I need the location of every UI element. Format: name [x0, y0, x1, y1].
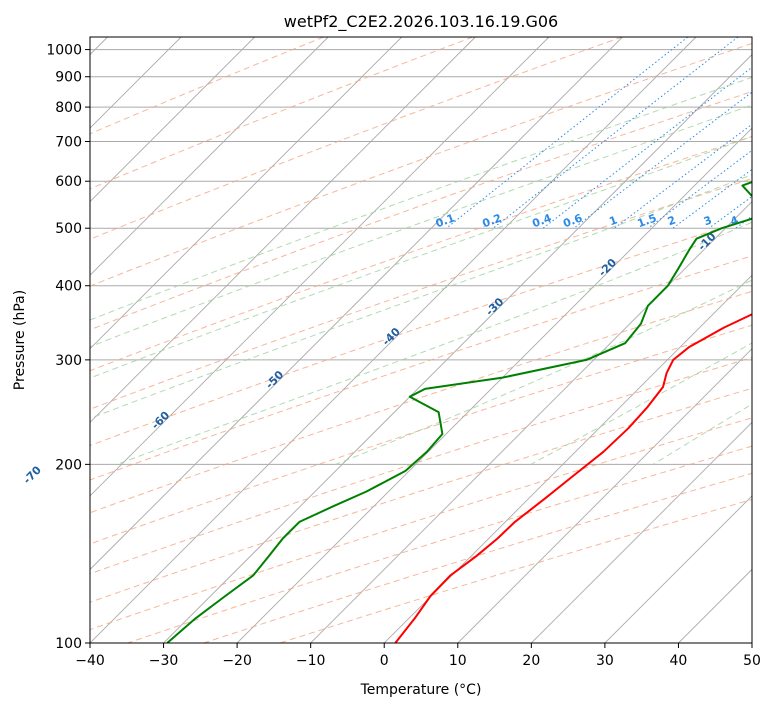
- x-tick-label: 50: [743, 653, 761, 669]
- y-tick-label: 900: [55, 70, 82, 86]
- x-tick-label: 40: [670, 653, 688, 669]
- y-tick-label: 100: [55, 636, 82, 652]
- dry-adiabat-line: [90, 178, 752, 410]
- isotherm-line: [90, 37, 476, 423]
- dry-adiabat-line: [90, 387, 752, 603]
- y-axis-ticks: 1000 900 800 700 600 500 400 300 200 100: [46, 43, 90, 652]
- y-tick-label: 800: [55, 100, 82, 116]
- moist-adiabat-line: [116, 221, 752, 465]
- isotherm-label: -20: [596, 256, 619, 279]
- y-tick-label: 700: [55, 134, 82, 150]
- mixing-ratio-label: 0.4: [531, 211, 554, 230]
- mixing-ratio-label: 0.1: [434, 211, 457, 230]
- isotherm-line: [163, 53, 752, 643]
- dry-adiabat-line: [90, 255, 752, 481]
- isotherm-label: -70: [21, 463, 44, 486]
- dry-adiabat-line: [127, 445, 752, 643]
- mixing-ratio-line: [708, 195, 752, 229]
- x-axis-ticks: −40 −30 −20 −10 0 10 20 30 40 50: [75, 643, 761, 669]
- x-tick-label: 10: [449, 653, 467, 669]
- isotherm-line: [604, 495, 752, 643]
- temperature-profile-line: [394, 313, 752, 643]
- isotherm-line: [236, 127, 752, 643]
- y-tick-label: 1000: [46, 43, 82, 59]
- dry-adiabat-line: [90, 42, 752, 287]
- isotherm-line: [531, 421, 752, 643]
- y-tick-label: 200: [55, 457, 82, 473]
- moist-adiabat-line: [90, 135, 752, 379]
- mixing-ratio-label: 1: [607, 214, 619, 229]
- sounding-profiles: [166, 180, 752, 643]
- isotherm-line: [751, 642, 752, 643]
- isotherm-line: [90, 37, 255, 203]
- isotherm-label: -60: [149, 408, 172, 431]
- isotherm-line: [90, 37, 403, 350]
- mixing-ratio-line: [542, 66, 752, 229]
- dry-adiabat-line: [90, 356, 752, 575]
- x-tick-label: −30: [149, 653, 179, 669]
- dewpoint-profile-line: [166, 180, 752, 643]
- dry-adiabat-line: [90, 37, 324, 135]
- moist-adiabat-line: [90, 104, 752, 348]
- x-tick-label: −10: [296, 653, 326, 669]
- x-tick-label: 30: [596, 653, 614, 669]
- y-tick-label: 600: [55, 174, 82, 190]
- isotherm-line: [678, 568, 752, 643]
- mixing-ratio-line: [446, 37, 689, 229]
- y-axis-title: Pressure (hPa): [12, 290, 28, 390]
- mixing-ratio-label: 1.5: [636, 211, 659, 230]
- mixing-ratio-line: [614, 123, 752, 229]
- x-tick-label: −20: [222, 653, 252, 669]
- isotherm-line: [90, 37, 329, 276]
- x-tick-label: 20: [522, 653, 540, 669]
- mixing-ratio-label: 4: [729, 213, 741, 228]
- x-tick-label: −40: [75, 653, 105, 669]
- y-tick-label: 300: [55, 353, 82, 369]
- moist-adiabat-line: [652, 403, 752, 465]
- mixing-ratio-line: [573, 91, 752, 229]
- dry-adiabat-line: [90, 37, 623, 240]
- isotherm-line: [90, 37, 697, 643]
- isotherm-line: [383, 274, 752, 643]
- mixing-ratio-label: 0.2: [481, 211, 504, 230]
- dry-adiabat-line: [90, 217, 752, 447]
- mixing-ratio-line: [672, 168, 752, 229]
- background-lines: [90, 37, 752, 643]
- mixing-ratio-label: 2: [666, 214, 678, 229]
- moist-adiabat-line: [90, 76, 752, 321]
- isotherm-line: [310, 201, 752, 643]
- isotherm-label: -40: [380, 325, 403, 348]
- isotherm-line: [90, 37, 623, 571]
- mixing-ratio-labels: 0.1 0.2 0.4 0.6 1 1.5 2 3 4: [434, 211, 741, 230]
- plot-frame: [89, 36, 753, 644]
- moist-adiabat-line: [90, 174, 752, 419]
- mixing-ratio-line: [492, 37, 739, 229]
- isotherm-line: [457, 348, 752, 643]
- y-tick-label: 400: [55, 279, 82, 295]
- chart-title: wetPf2_C2E2.2026.103.16.19.G06: [284, 12, 558, 32]
- mixing-ratio-label: 3: [702, 214, 714, 229]
- isotherm-label: -30: [483, 295, 506, 318]
- x-axis-title: Temperature (°C): [360, 682, 482, 698]
- isotherm-label: -50: [263, 368, 286, 391]
- x-tick-label: 0: [380, 653, 389, 669]
- isotherm-line: [90, 37, 550, 497]
- dry-adiabat-line: [90, 417, 752, 631]
- mixing-ratio-label: 0.6: [561, 211, 584, 230]
- y-tick-label: 500: [55, 221, 82, 237]
